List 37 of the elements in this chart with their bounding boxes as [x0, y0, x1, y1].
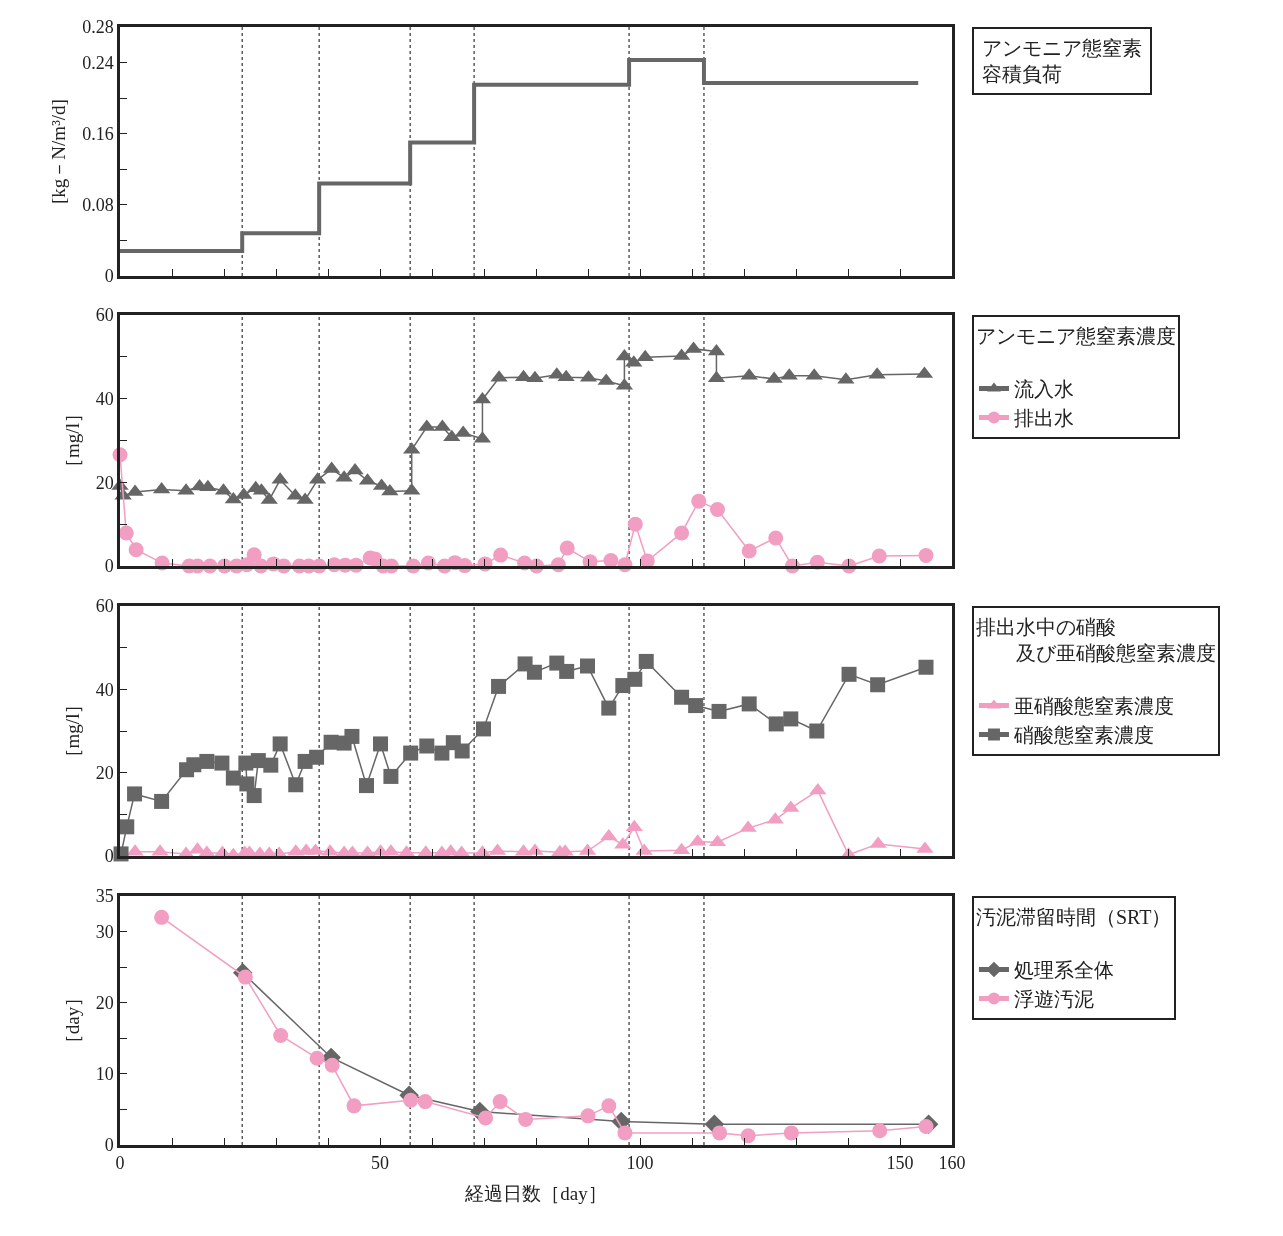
y-tick-label: 20	[95, 762, 114, 783]
y-tick-label: 0.24	[82, 52, 114, 73]
legend-label: 処理系全体	[1013, 959, 1114, 982]
legend-title: 汚泥滞留時間（SRT）	[975, 906, 1172, 928]
y-tick-label: 30	[95, 921, 114, 942]
legend-label: 排出水	[1013, 407, 1074, 430]
y-tick-label: 0	[104, 1135, 114, 1156]
y-tick-label: 35	[95, 886, 114, 907]
y-tick-label: 20	[95, 472, 114, 493]
y-tick-label: 20	[95, 993, 114, 1014]
y-tick-label: 0.28	[82, 17, 114, 38]
y-tick-label: 10	[95, 1064, 114, 1085]
y-tick-label: 40	[95, 388, 114, 409]
y-tick-label: 0	[104, 846, 114, 867]
y-tick-label: 60	[95, 305, 114, 326]
y-tick-label: 0	[104, 266, 114, 287]
y-tick-label: 0.16	[82, 124, 114, 145]
y-axis-title: [kg－N/m³/d]	[48, 99, 69, 204]
legend-label: 亜硝酸態窒素濃度	[1013, 695, 1174, 718]
legend-label: 流入水	[1013, 378, 1074, 401]
legend-title: アンモニア態窒素濃度	[975, 325, 1176, 347]
legend-label: 硝酸態窒素濃度	[1012, 724, 1154, 747]
text: アンモニア態窒素容積負荷	[982, 37, 1142, 85]
legend-title: 排出水中の硝酸及び亜硝酸態窒素濃度	[975, 616, 1216, 664]
y-tick-label: 60	[95, 596, 114, 617]
legend-label: 浮遊汚泥	[1013, 988, 1094, 1011]
x-axis-title: 経過日数［day］	[464, 1183, 607, 1205]
y-tick-label: 0.08	[82, 195, 114, 216]
y-axis-title: ［mg/l］	[61, 694, 83, 768]
x-tick-label: 160	[938, 1153, 966, 1174]
y-tick-label: 40	[95, 679, 114, 700]
y-axis-title: ［day］	[61, 987, 83, 1054]
x-tick-label: 150	[886, 1153, 914, 1174]
x-tick-label: 100	[626, 1153, 654, 1174]
y-axis-title: ［mg/l］	[61, 404, 83, 477]
y-tick-label: 0	[104, 556, 114, 577]
x-tick-label: 50	[371, 1153, 389, 1174]
